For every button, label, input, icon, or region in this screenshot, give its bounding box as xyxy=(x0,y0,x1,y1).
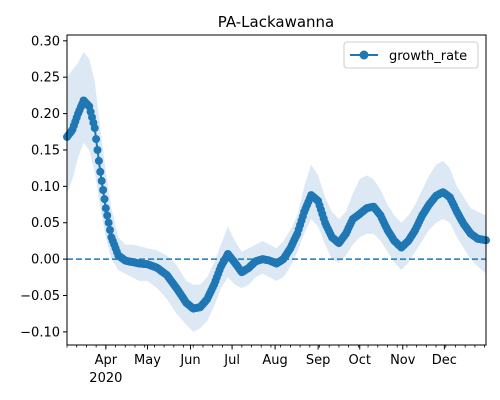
data-point xyxy=(100,195,109,204)
x-tick-label: Dec xyxy=(432,353,457,368)
x-tick-label: Apr xyxy=(95,353,118,368)
x-tick-label: Sep xyxy=(306,353,331,368)
x-tick-label: May xyxy=(134,353,161,368)
y-tick-label: −0.05 xyxy=(20,289,60,304)
y-tick-label: −0.10 xyxy=(20,325,60,340)
x-tick-label: Jul xyxy=(223,353,240,368)
y-tick-label: 0.15 xyxy=(31,143,60,158)
legend-label: growth_rate xyxy=(389,49,467,64)
data-point xyxy=(103,211,112,220)
y-tick-label: 0.10 xyxy=(31,180,60,195)
x-tick-label: Oct xyxy=(349,353,371,368)
y-tick-label: 0.20 xyxy=(31,107,60,122)
x-tick-year-label: 2020 xyxy=(89,371,122,386)
x-tick-label: Aug xyxy=(262,353,287,368)
y-tick-label: 0.25 xyxy=(31,71,60,86)
data-point xyxy=(94,156,103,165)
band-area xyxy=(67,51,486,332)
chart-title: PA-Lackawanna xyxy=(218,13,335,31)
series-growth-rate xyxy=(63,96,490,313)
plot-frame xyxy=(66,34,487,346)
y-tick-label: 0.00 xyxy=(31,253,60,268)
confidence-band xyxy=(67,51,486,332)
x-tick-label: Jun xyxy=(179,353,200,368)
data-point xyxy=(97,176,106,185)
legend-box xyxy=(343,41,479,69)
x-tick-label: Nov xyxy=(390,353,416,368)
data-point xyxy=(104,218,113,227)
data-point xyxy=(90,124,99,133)
data-point xyxy=(99,186,108,194)
legend: growth_rate xyxy=(343,41,479,69)
legend-marker xyxy=(359,50,369,60)
data-point xyxy=(96,167,105,176)
data-point xyxy=(93,146,102,154)
y-tick-label: 0.05 xyxy=(31,216,60,231)
data-point xyxy=(106,226,114,234)
data-point xyxy=(101,204,110,213)
data-point xyxy=(92,135,101,144)
y-tick-label: 0.30 xyxy=(31,34,60,49)
axes: −0.10 −0.05 0.00 0.05 0.10 0.15 0.20 0.25 0.30 Ap… xyxy=(20,34,487,386)
